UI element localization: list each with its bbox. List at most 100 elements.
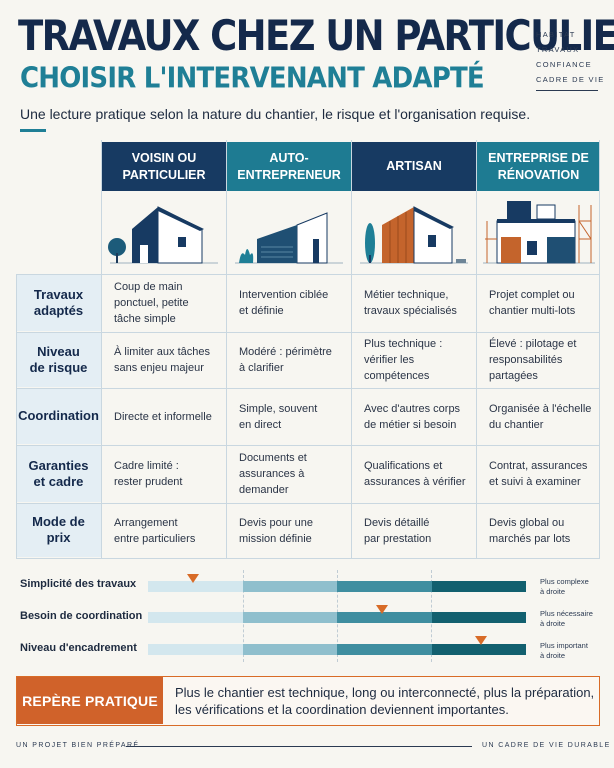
column-header-auto-entrepreneur: AUTO- ENTREPRENEUR <box>227 142 351 191</box>
house-with-garage-icon <box>235 212 343 264</box>
table-cell-line: tâche simple <box>114 313 176 325</box>
row-label-garanties: Garanties et cadre <box>16 445 101 502</box>
scale-note-line: Plus complexe <box>540 577 589 586</box>
table-cell-line: Élevé : pilotage et <box>489 338 577 350</box>
table-cell-line: Qualifications et <box>364 460 443 472</box>
table-cell-line: assurances à vérifier <box>364 476 466 488</box>
row-label-risque: Niveau de risque <box>16 332 101 387</box>
lead-text: Une lecture pratique selon la nature du … <box>20 106 531 122</box>
callout-text: Plus le chantier est technique, long ou … <box>175 684 595 718</box>
footer-rule <box>126 746 472 747</box>
table-cell-line: Modéré : périmètre <box>239 346 332 358</box>
table-cell: Devis global ou marchés par lots <box>477 503 600 558</box>
table-cell-line: de métier si besoin <box>364 418 457 431</box>
table-cell-text: Projet complet ou chantier multi-lots <box>489 287 575 319</box>
callout-text-line: Plus le chantier est technique, long ou … <box>175 685 595 700</box>
table-cell-text: Cadre limité : rester prudent <box>114 458 182 490</box>
table-cell: Métier technique, travaux spécialisés <box>352 274 476 332</box>
table-cell: Simple, souvent en direct <box>227 388 351 445</box>
tag-cadre-de-vie: CADRE DE VIE <box>536 75 605 84</box>
table-cell: Intervention ciblée et définie <box>227 274 351 332</box>
comparison-table: VOISIN OU PARTICULIER AUTO- ENTREPRENEUR A… <box>16 140 600 559</box>
table-cell-text: Organisée à l'échelle du chantier <box>489 401 591 433</box>
scale-bar-simplicite <box>148 581 526 592</box>
table-cell-line: Devis global ou <box>489 516 565 529</box>
table-cell-text: Simple, souvent en direct <box>239 401 317 433</box>
scale-note-line: Plus nécessaire <box>540 609 593 618</box>
row-label-line: Travaux <box>33 286 84 302</box>
table-cell-text: Arrangement entre particuliers <box>114 515 195 547</box>
table-gridline <box>16 274 17 558</box>
table-cell-text: Modéré : périmètre à clarifier <box>239 344 332 376</box>
scale-note-line: à droite <box>540 587 566 596</box>
table-gridline <box>16 558 600 559</box>
table-cell-line: Arrangement <box>114 516 178 529</box>
column-header-line: AUTO- <box>269 150 309 165</box>
table-cell-line: mission définie <box>239 532 312 545</box>
column-header-line: ENTREPRISE DE <box>488 150 589 165</box>
column-header-line: ENTREPRENEUR <box>237 167 341 182</box>
page-subtitle: CHOISIR L'INTERVENANT ADAPTÉ <box>20 62 485 95</box>
scale-bar-coordination <box>148 612 526 623</box>
table-cell-line: Plus technique : <box>364 338 443 350</box>
table-gridline <box>101 140 102 558</box>
row-label-line: de risque <box>29 359 88 375</box>
table-cell: Avec d'autres corps de métier si besoin <box>352 388 476 445</box>
table-cell-text: À limiter aux tâches sans enjeu majeur <box>114 344 210 376</box>
tag-travaux: TRAVAUX <box>536 45 580 54</box>
table-cell-line: sans enjeu majeur <box>114 362 204 374</box>
table-cell-line: Projet complet ou <box>489 289 575 301</box>
table-cell: Qualifications et assurances à vérifier <box>352 445 476 503</box>
table-cell-text: Coup de main ponctuel, petite tâche simple <box>114 279 189 327</box>
table-cell-line: Devis pour une <box>239 516 313 529</box>
table-cell-text: Intervention ciblée et définie <box>239 287 328 319</box>
table-cell: Plus technique : vérifier les compétences <box>352 332 476 388</box>
row-label-coordination: Coordination <box>16 388 101 444</box>
table-cell-line: Contrat, assurances <box>489 460 588 472</box>
table-cell-text: Avec d'autres corps de métier si besoin <box>364 401 460 433</box>
scale-note-line: Plus important <box>540 641 588 650</box>
table-cell-line: responsabilités partagées <box>489 354 563 382</box>
callout-tag: REPÈRE PRATIQUE <box>17 677 163 724</box>
table-gridline <box>226 140 227 558</box>
table-cell-line: vérifier les compétences <box>364 354 430 382</box>
table-gridline <box>16 445 600 446</box>
table-gridline <box>16 332 600 333</box>
footer-right: UN CADRE DE VIE DURABLE <box>482 742 611 749</box>
table-cell-line: et définie <box>239 305 284 317</box>
table-cell: À limiter aux tâches sans enjeu majeur <box>102 332 226 388</box>
tag-habitat: HABITAT <box>536 30 576 39</box>
table-gridline <box>476 140 477 558</box>
table-cell-line: rester prudent <box>114 476 183 488</box>
table-cell: Devis détaillé par prestation <box>352 503 476 558</box>
table-cell-line: ponctuel, petite <box>114 297 189 309</box>
topic-tags: HABITAT TRAVAUX CONFIANCE CADRE DE VIE <box>536 30 605 90</box>
table-cell-text: Qualifications et assurances à vérifier <box>364 458 466 490</box>
column-header-line: VOISIN OU <box>131 150 197 165</box>
table-cell: Directe et informelle <box>102 388 226 445</box>
table-gridline <box>16 503 600 504</box>
scale-note-simplicite: Plus complexe à droite <box>540 577 589 597</box>
table-cell-text: Contrat, assurances et suivi à examiner <box>489 458 587 490</box>
column-header-line: RÉNOVATION <box>497 167 580 182</box>
table-cell-line: Organisée à l'échelle <box>489 402 592 415</box>
table-cell-line: et suivi à examiner <box>489 476 581 488</box>
row-label-line: Coordination <box>18 408 99 423</box>
table-cell-text: Métier technique, travaux spécialisés <box>364 287 457 319</box>
scale-note-coordination: Plus nécessaire à droite <box>540 609 593 629</box>
table-cell-line: du chantier <box>489 418 544 431</box>
table-cell-line: Directe et informelle <box>114 410 212 423</box>
row-label-travaux: Travaux adaptés <box>16 274 101 331</box>
table-cell-line: Cadre limité : <box>114 460 179 472</box>
table-cell-line: à clarifier <box>239 362 284 374</box>
scale-marker-coordination <box>376 605 389 614</box>
table-cell-line: Avec d'autres corps <box>364 402 461 415</box>
table-gridline <box>351 140 352 558</box>
scale-marker-simplicite <box>187 574 200 583</box>
callout-text-line: les vérifications et la coordination dev… <box>175 702 509 717</box>
table-cell: Modéré : périmètre à clarifier <box>227 332 351 388</box>
table-cell: Cadre limité : rester prudent <box>102 445 226 503</box>
table-cell-line: travaux spécialisés <box>364 305 457 317</box>
scale-label-encadrement: Niveau d'encadrement <box>20 642 137 654</box>
table-cell-line: marchés par lots <box>489 532 571 545</box>
